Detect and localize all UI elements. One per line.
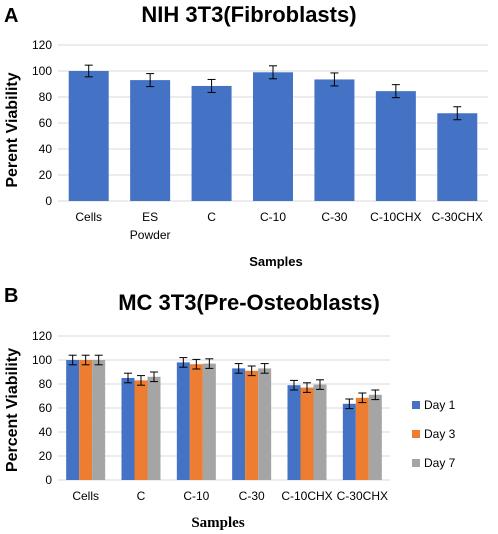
chart-b-error-bar xyxy=(94,354,103,366)
chart-a-bar xyxy=(375,91,416,201)
chart-a-ytick-label: 120 xyxy=(32,38,52,52)
chart-b-ylabel: Percent Viability xyxy=(4,348,21,472)
chart-a-bar xyxy=(437,113,478,201)
chart-a-xtick-label: C xyxy=(207,210,216,224)
chart-b-ytick-label: 60 xyxy=(39,401,53,415)
chart-b-xtick-label: C-30 xyxy=(239,489,265,503)
chart-b-bar xyxy=(121,378,135,480)
legend-swatch xyxy=(412,459,420,467)
chart-a-ytick-label: 0 xyxy=(45,194,52,208)
chart-b-error-bar xyxy=(205,358,214,369)
chart-b-bar xyxy=(287,385,301,480)
chart-b-error-bar xyxy=(81,354,90,366)
chart-b-error-bar xyxy=(68,354,77,366)
chart-b-bar xyxy=(79,360,93,480)
chart-b-bar xyxy=(202,363,216,480)
chart-b-bar xyxy=(245,370,259,480)
chart-a-error-bar xyxy=(146,73,155,88)
chart-b-error-bar xyxy=(124,372,132,384)
chart-a-bar xyxy=(314,79,355,201)
chart-a-xtick-label: ES xyxy=(142,210,158,224)
chart-b-bar xyxy=(92,360,106,480)
chart-a-plot: 0 20 40 60 80 100 120 Cells ES Powder C C-10 C-30 C-1… xyxy=(32,38,488,242)
chart-a-xtick-label: C-30CHX xyxy=(432,210,483,224)
chart-a-bar xyxy=(130,80,171,201)
chart-b-xtick-label: C-10 xyxy=(183,489,209,503)
chart-a-ytick-label: 80 xyxy=(39,90,53,104)
chart-a-bar xyxy=(191,85,232,201)
chart-b-xtick-label: C-10CHX xyxy=(281,489,332,503)
chart-b-error-bar xyxy=(358,392,367,404)
chart-a-ytick-label: 100 xyxy=(32,64,52,78)
chart-b-error-bar xyxy=(234,363,243,374)
chart-b-plot: 0 20 40 60 80 100 120 Cells C C-10 C-30 C-10CHX C-30… xyxy=(32,329,390,503)
chart-a-error-bar xyxy=(207,78,216,93)
panel-letter-b: B xyxy=(4,285,18,307)
chart-a-ytick-label: 40 xyxy=(39,142,53,156)
chart-a-xtick-label: C-10 xyxy=(260,210,286,224)
chart-a-error-bar xyxy=(330,72,339,87)
chart-b-bar xyxy=(66,360,80,480)
chart-b-ytick-label: 100 xyxy=(32,353,52,367)
chart-b-xtick-label: C-30CHX xyxy=(337,489,388,503)
chart-b-bar xyxy=(176,362,190,480)
chart-b-bar xyxy=(134,380,148,480)
chart-b-error-bar xyxy=(316,379,324,390)
chart-b-bar xyxy=(232,368,246,480)
chart-a-ytick-label: 20 xyxy=(39,168,53,182)
chart-b-bar xyxy=(300,387,314,480)
chart-b-bar xyxy=(342,403,356,480)
chart-b-legend: Day 1 Day 3 Day 7 xyxy=(412,398,456,470)
chart-b-xlabel: Samples xyxy=(191,515,245,531)
chart-a-error-bar xyxy=(269,65,277,80)
chart-a-error-bar xyxy=(453,106,462,121)
chart-b-error-bar xyxy=(247,365,256,377)
chart-b-error-bar xyxy=(179,357,188,368)
chart-a-xtick-label: C-30 xyxy=(321,210,347,224)
chart-b-error-bar xyxy=(260,363,269,374)
chart-a-xtick-label: Powder xyxy=(130,228,171,242)
chart-b-error-bar xyxy=(192,358,201,370)
chart-a-title: NIH 3T3(Fibroblasts) xyxy=(141,2,356,27)
chart-a-bar xyxy=(253,72,293,201)
chart-a-error-bar xyxy=(84,64,93,78)
chart-b-ytick-label: 20 xyxy=(39,449,53,463)
chart-a-bar xyxy=(68,71,109,201)
chart-b-xtick-label: Cells xyxy=(72,489,99,503)
chart-b-bar xyxy=(147,376,161,480)
chart-b-error-bar xyxy=(137,375,145,386)
chart-b-ytick-label: 40 xyxy=(39,425,53,439)
legend-swatch xyxy=(412,430,420,438)
chart-b-error-bar xyxy=(150,371,158,383)
chart-b-bar xyxy=(258,368,272,480)
chart-b-ytick-label: 80 xyxy=(39,377,53,391)
chart-b-bar xyxy=(313,384,327,480)
chart-b-bar xyxy=(368,394,382,480)
chart-b-xtick-label: C xyxy=(137,489,146,503)
chart-b-error-bar xyxy=(303,382,311,393)
legend-label: Day 7 xyxy=(424,456,456,470)
legend-swatch xyxy=(412,401,420,409)
chart-b-bar xyxy=(189,364,203,480)
legend-label: Day 1 xyxy=(424,398,456,412)
chart-b-error-bar xyxy=(290,379,298,391)
chart-a-xlabel: Samples xyxy=(249,254,302,269)
chart-a-ytick-label: 60 xyxy=(39,116,53,130)
chart-b-title: MC 3T3(Pre-Osteoblasts) xyxy=(118,290,380,315)
panel-letter-a: A xyxy=(4,5,18,27)
chart-a-error-bar xyxy=(391,84,400,99)
chart-b-ytick-label: 120 xyxy=(32,329,52,343)
chart-a-ylabel: Perent Viability xyxy=(4,72,21,187)
chart-b-error-bar xyxy=(371,389,380,401)
legend-label: Day 3 xyxy=(424,427,456,441)
chart-b-bar xyxy=(355,397,369,480)
chart-a-xtick-label: Cells xyxy=(75,210,102,224)
chart-a-xtick-label: C-10CHX xyxy=(370,210,421,224)
chart-b-ytick-label: 0 xyxy=(45,473,52,487)
chart-b-error-bar xyxy=(345,398,354,410)
